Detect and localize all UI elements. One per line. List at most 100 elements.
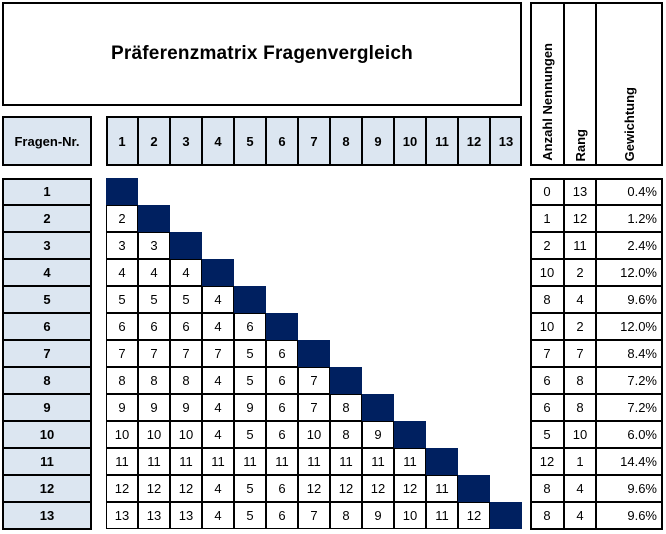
row-header: 13 xyxy=(2,502,92,529)
matrix-cell[interactable]: 12 xyxy=(138,475,170,502)
matrix-cell[interactable]: 5 xyxy=(106,286,138,313)
matrix-cell[interactable]: 5 xyxy=(138,286,170,313)
matrix-cell[interactable]: 3 xyxy=(138,232,170,259)
matrix-cell[interactable]: 3 xyxy=(106,232,138,259)
matrix-cell[interactable]: 10 xyxy=(106,421,138,448)
matrix-cell[interactable]: 6 xyxy=(266,394,298,421)
matrix-cell[interactable]: 11 xyxy=(106,448,138,475)
matrix-cell[interactable]: 7 xyxy=(202,340,234,367)
count-cell: 1 xyxy=(530,205,564,232)
count-cell: 6 xyxy=(530,394,564,421)
matrix-cell[interactable]: 13 xyxy=(170,502,202,529)
matrix-cell[interactable]: 4 xyxy=(202,286,234,313)
matrix-cell[interactable]: 9 xyxy=(106,394,138,421)
matrix-cell[interactable]: 10 xyxy=(138,421,170,448)
rank-cell: 8 xyxy=(564,367,596,394)
matrix-cell[interactable]: 6 xyxy=(266,502,298,529)
matrix-cell[interactable]: 13 xyxy=(138,502,170,529)
diagonal-cell xyxy=(426,448,458,475)
matrix-cell[interactable]: 7 xyxy=(138,340,170,367)
matrix-cell[interactable]: 11 xyxy=(170,448,202,475)
matrix-cell[interactable]: 7 xyxy=(298,367,330,394)
matrix-cell[interactable]: 5 xyxy=(234,421,266,448)
column-header: 4 xyxy=(202,116,234,166)
matrix-cell[interactable]: 9 xyxy=(234,394,266,421)
count-cell: 5 xyxy=(530,421,564,448)
matrix-cell[interactable]: 11 xyxy=(330,448,362,475)
matrix-cell[interactable]: 6 xyxy=(266,340,298,367)
matrix-cell[interactable]: 4 xyxy=(138,259,170,286)
matrix-cell[interactable]: 4 xyxy=(202,394,234,421)
row-header: 3 xyxy=(2,232,92,259)
rank-cell: 4 xyxy=(564,286,596,313)
matrix-cell[interactable]: 9 xyxy=(170,394,202,421)
matrix-cell[interactable]: 6 xyxy=(170,313,202,340)
matrix-cell[interactable]: 8 xyxy=(330,502,362,529)
matrix-cell[interactable]: 6 xyxy=(138,313,170,340)
matrix-cell[interactable]: 4 xyxy=(202,502,234,529)
matrix-cell[interactable]: 6 xyxy=(266,475,298,502)
matrix-cell[interactable]: 5 xyxy=(234,475,266,502)
matrix-cell[interactable]: 11 xyxy=(234,448,266,475)
matrix-cell[interactable]: 8 xyxy=(330,394,362,421)
matrix-cell[interactable]: 12 xyxy=(330,475,362,502)
row-header: 10 xyxy=(2,421,92,448)
column-header: 5 xyxy=(234,116,266,166)
matrix-cell[interactable]: 11 xyxy=(394,448,426,475)
matrix-cell[interactable]: 5 xyxy=(234,340,266,367)
matrix-cell[interactable]: 5 xyxy=(234,502,266,529)
matrix-cell[interactable]: 12 xyxy=(394,475,426,502)
rank-cell: 7 xyxy=(564,340,596,367)
matrix-cell[interactable]: 11 xyxy=(138,448,170,475)
matrix-cell[interactable]: 8 xyxy=(106,367,138,394)
diagonal-cell xyxy=(490,502,522,529)
matrix-cell[interactable]: 4 xyxy=(202,313,234,340)
count-cell: 12 xyxy=(530,448,564,475)
matrix-cell[interactable]: 9 xyxy=(362,502,394,529)
matrix-cell[interactable]: 11 xyxy=(266,448,298,475)
matrix-cell[interactable]: 12 xyxy=(298,475,330,502)
matrix-cell[interactable]: 11 xyxy=(426,502,458,529)
matrix-cell[interactable]: 4 xyxy=(202,475,234,502)
matrix-cell[interactable]: 11 xyxy=(298,448,330,475)
matrix-cell[interactable]: 10 xyxy=(170,421,202,448)
matrix-cell[interactable]: 6 xyxy=(234,313,266,340)
matrix-cell[interactable]: 4 xyxy=(202,367,234,394)
matrix-cell[interactable]: 12 xyxy=(458,502,490,529)
matrix-cell[interactable]: 7 xyxy=(298,394,330,421)
matrix-cell[interactable]: 4 xyxy=(170,259,202,286)
matrix-cell[interactable]: 8 xyxy=(138,367,170,394)
title-box: Präferenzmatrix Fragenvergleich xyxy=(2,2,522,106)
matrix-cell[interactable]: 7 xyxy=(298,502,330,529)
matrix-cell[interactable]: 11 xyxy=(362,448,394,475)
matrix-cell[interactable]: 13 xyxy=(106,502,138,529)
matrix-cell[interactable]: 11 xyxy=(202,448,234,475)
diagonal-cell xyxy=(298,340,330,367)
matrix-cell[interactable]: 11 xyxy=(426,475,458,502)
matrix-cell[interactable]: 7 xyxy=(170,340,202,367)
matrix-cell[interactable]: 2 xyxy=(106,205,138,232)
matrix-cell[interactable]: 9 xyxy=(138,394,170,421)
matrix-cell[interactable]: 4 xyxy=(202,421,234,448)
matrix-cell[interactable]: 7 xyxy=(106,340,138,367)
rank-cell: 12 xyxy=(564,205,596,232)
column-header: 11 xyxy=(426,116,458,166)
matrix-cell[interactable]: 5 xyxy=(170,286,202,313)
matrix-cell[interactable]: 5 xyxy=(234,367,266,394)
matrix-cell[interactable]: 9 xyxy=(362,421,394,448)
matrix-cell[interactable]: 6 xyxy=(266,367,298,394)
row-header: 1 xyxy=(2,178,92,205)
count-cell: 6 xyxy=(530,367,564,394)
matrix-cell[interactable]: 12 xyxy=(362,475,394,502)
matrix-cell[interactable]: 12 xyxy=(106,475,138,502)
matrix-cell[interactable]: 10 xyxy=(298,421,330,448)
matrix-cell[interactable]: 12 xyxy=(170,475,202,502)
column-header: 9 xyxy=(362,116,394,166)
matrix-cell[interactable]: 10 xyxy=(394,502,426,529)
rank-header-label: Rang xyxy=(572,128,588,162)
matrix-cell[interactable]: 6 xyxy=(266,421,298,448)
matrix-cell[interactable]: 8 xyxy=(330,421,362,448)
matrix-cell[interactable]: 8 xyxy=(170,367,202,394)
matrix-cell[interactable]: 4 xyxy=(106,259,138,286)
matrix-cell[interactable]: 6 xyxy=(106,313,138,340)
